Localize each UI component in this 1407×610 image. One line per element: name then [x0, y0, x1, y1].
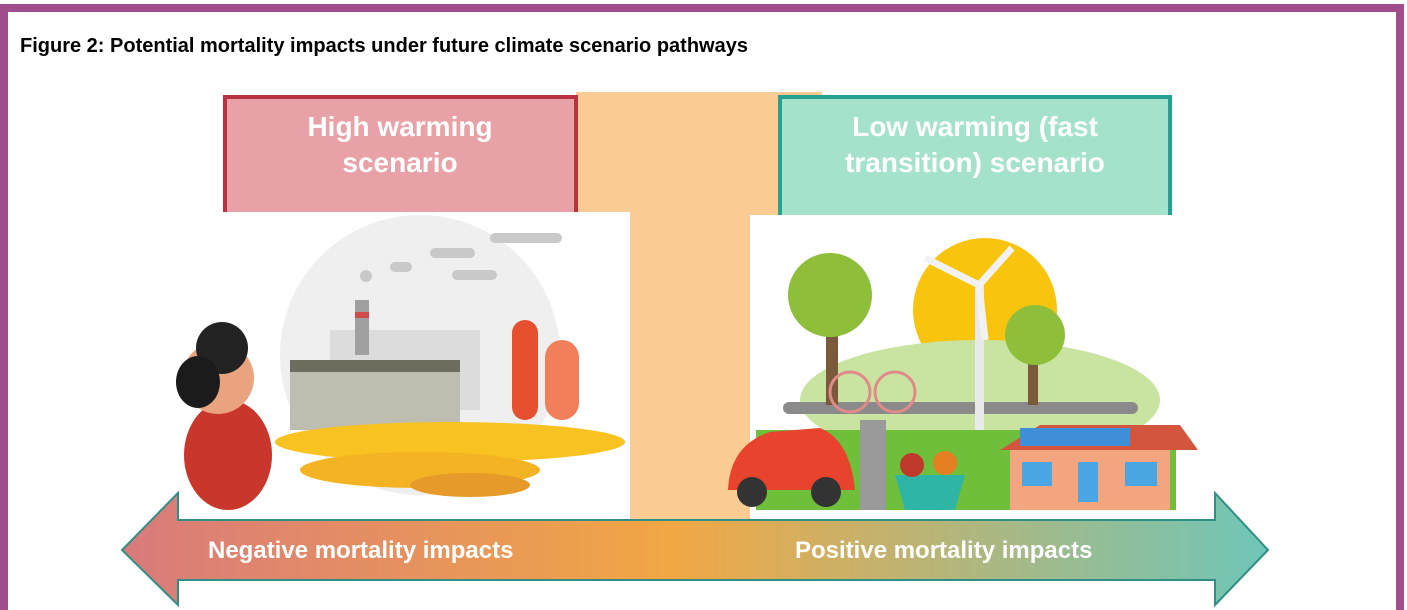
tree: [512, 320, 538, 420]
tree: [1005, 305, 1065, 365]
produce: [900, 453, 924, 477]
car-wheel: [737, 477, 767, 507]
arrow-label: Negative mortality impacts: [208, 537, 513, 564]
chimney-stripe: [355, 312, 369, 318]
ground: [410, 473, 530, 497]
box-title: transition) scenario: [845, 147, 1105, 178]
smoke: [360, 270, 372, 282]
low-warming-box: Low warming (fast transition) scenario: [778, 95, 1172, 215]
produce: [933, 451, 957, 475]
tree: [788, 253, 872, 337]
smoke: [452, 270, 497, 280]
door: [1078, 462, 1098, 502]
figure: Figure 2: Potential mortality impacts un…: [0, 0, 1407, 610]
factory-roof: [290, 360, 460, 372]
car-wheel: [811, 477, 841, 507]
figure-canvas: Figure 2: Potential mortality impacts un…: [0, 0, 1407, 610]
low-warming-illustration: [728, 215, 1216, 522]
smoke: [490, 233, 562, 243]
tree: [545, 340, 579, 420]
box-title: Low warming (fast: [852, 111, 1098, 142]
figure-title: Figure 2: Potential mortality impacts un…: [20, 35, 748, 57]
basket: [895, 475, 965, 510]
arrow-label: Positive mortality impacts: [795, 537, 1092, 564]
high-warming-illustration: [160, 212, 630, 522]
box-title: scenario: [342, 147, 457, 178]
tree-trunk: [826, 330, 838, 405]
smoke: [430, 248, 475, 258]
person-mask: [176, 356, 220, 408]
window: [1022, 462, 1052, 486]
box-title: High warming: [307, 111, 492, 142]
charger: [860, 420, 886, 510]
person-body: [184, 400, 272, 510]
solar-panels: [1020, 428, 1130, 446]
window: [1125, 462, 1157, 486]
chimney: [355, 300, 369, 355]
high-warming-box: High warming scenario: [223, 95, 578, 213]
smoke: [390, 262, 412, 272]
